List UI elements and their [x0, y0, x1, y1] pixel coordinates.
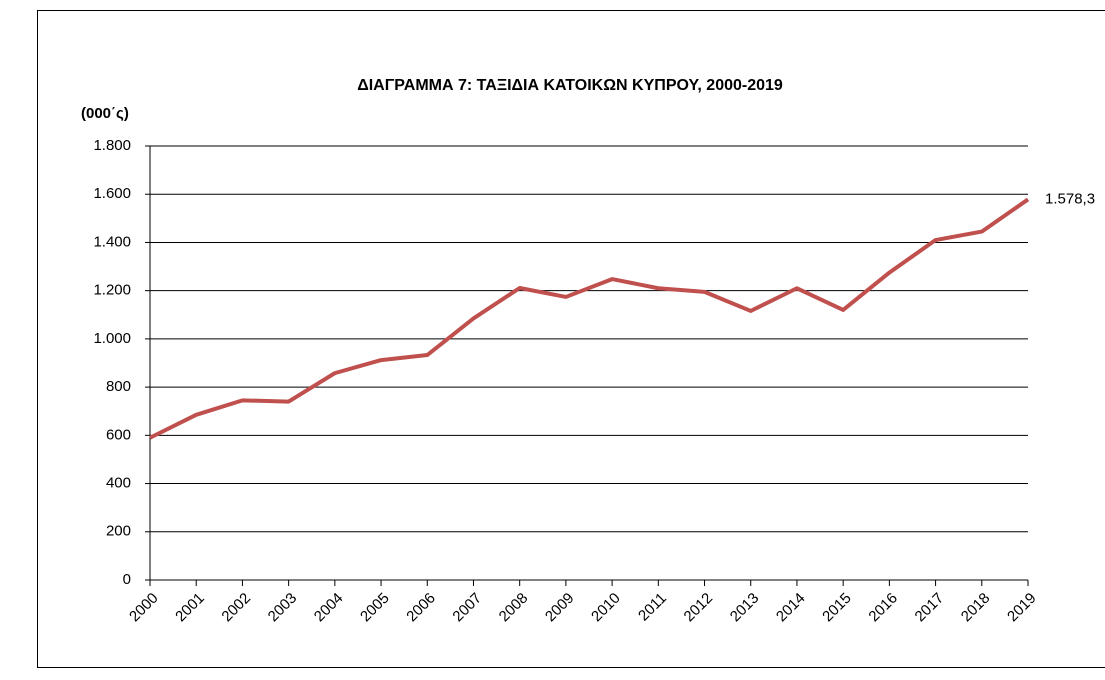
chart-frame [37, 10, 1105, 668]
x-tick-label: 2011 [635, 590, 670, 625]
x-tick-label: 2001 [172, 590, 208, 626]
x-tick-label: 2005 [357, 590, 393, 626]
y-tick-label: 600 [106, 426, 131, 443]
chart-title: ΔΙΑΓΡΑΜΜΑ 7: ΤΑΞΙΔΙΑ ΚΑΤΟΙΚΩΝ ΚΥΠΡΟΥ, 20… [357, 77, 783, 94]
x-tick-label: 2015 [819, 590, 855, 626]
data-line [149, 197, 1030, 440]
x-tick-label: 2019 [1004, 590, 1040, 626]
x-tick-label: 2004 [311, 590, 347, 626]
y-tick-label: 1.400 [93, 233, 131, 250]
y-tick-label: 800 [106, 378, 131, 395]
y-tick-label: 1.000 [93, 330, 131, 347]
y-axis-label: (000΄ς) [81, 105, 129, 122]
x-tick-label: 2016 [865, 590, 901, 626]
x-tick-label: 2018 [958, 590, 994, 626]
x-tick-label: 2003 [265, 590, 301, 626]
y-tick-label: 1.800 [93, 137, 131, 154]
x-tick-label: 2017 [912, 590, 948, 626]
data-label: 1.578,3 [1045, 190, 1095, 207]
x-tick-label: 2012 [681, 590, 717, 626]
y-tick-label: 400 [106, 475, 131, 492]
x-tick-label: 2000 [126, 590, 162, 626]
y-tick-label: 200 [106, 523, 131, 540]
x-tick-label: 2007 [449, 590, 485, 626]
x-tick-label: 2006 [403, 590, 439, 626]
y-tick-label: 0 [123, 571, 131, 588]
x-tick-label: 2014 [773, 590, 809, 626]
x-tick-label: 2009 [542, 590, 578, 626]
x-tick-label: 2010 [588, 590, 624, 626]
x-tick-label: 2013 [727, 590, 763, 626]
x-tick-label: 2002 [218, 590, 254, 626]
y-tick-label: 1.600 [93, 185, 131, 202]
x-tick-label: 2008 [496, 590, 532, 626]
y-tick-label: 1.200 [93, 282, 131, 299]
